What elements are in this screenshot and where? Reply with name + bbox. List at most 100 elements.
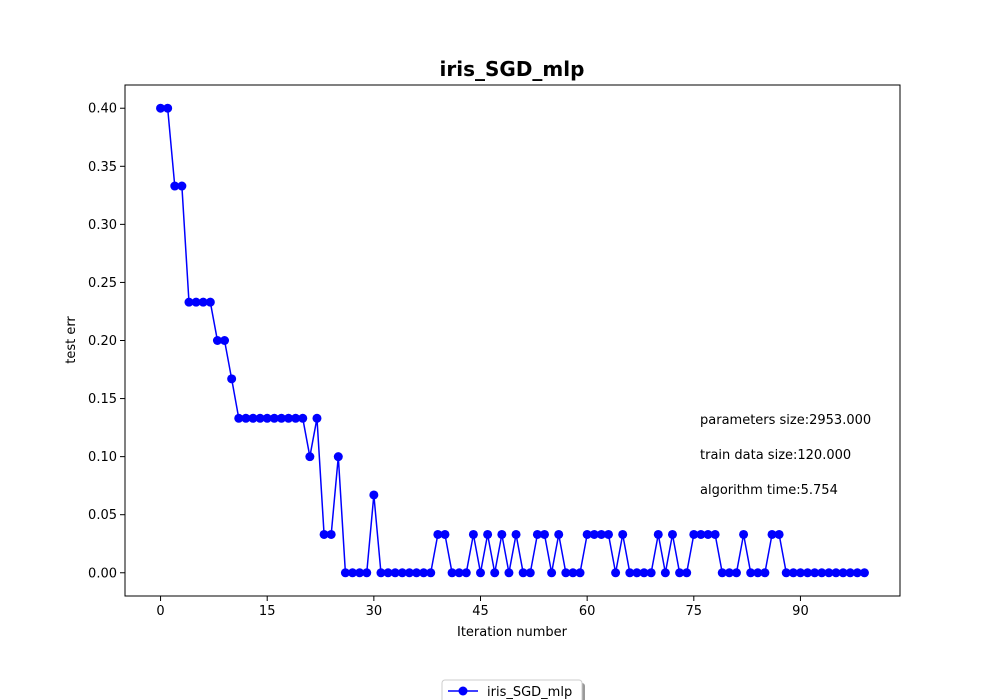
data-point — [532, 529, 542, 539]
data-point — [461, 568, 471, 578]
data-point — [326, 529, 336, 539]
data-point — [262, 413, 272, 423]
data-point — [497, 529, 507, 539]
y-tick-label: 0.25 — [88, 276, 117, 291]
data-point — [845, 568, 855, 578]
data-point — [838, 568, 848, 578]
data-point — [319, 529, 329, 539]
x-axis-label: Iteration number — [457, 625, 568, 640]
data-point — [333, 452, 343, 462]
data-point — [603, 529, 613, 539]
data-point — [625, 568, 635, 578]
data-point — [667, 529, 677, 539]
data-point — [170, 181, 180, 191]
data-point — [212, 336, 222, 345]
x-axis: 0 15 30 45 60 75 90 — [156, 596, 809, 619]
x-tick-label: 0 — [156, 604, 164, 619]
data-point — [298, 413, 308, 423]
legend-marker — [458, 686, 468, 696]
data-point — [412, 568, 422, 578]
data-point — [276, 413, 286, 423]
data-point — [646, 568, 656, 578]
chart-title: iris_SGD_mlp — [440, 57, 585, 81]
data-point — [653, 529, 663, 539]
data-point — [803, 568, 813, 578]
data-point — [618, 529, 628, 539]
legend: iris_SGD_mlp — [441, 679, 585, 700]
data-point — [632, 568, 642, 578]
data-point — [205, 297, 215, 307]
data-point — [156, 103, 166, 113]
data-point — [504, 568, 514, 578]
data-point — [483, 529, 493, 539]
y-axis: 0.00 0.05 0.10 0.15 0.20 0.25 0.30 0.35 0.40 — [88, 102, 125, 581]
data-point — [348, 568, 358, 578]
data-point — [575, 568, 585, 578]
data-point — [220, 336, 230, 345]
data-point — [817, 568, 827, 578]
data-point — [369, 490, 379, 500]
plot-area: 0 15 30 45 60 75 90 0.000.050.100.150.200.250.… — [88, 84, 901, 619]
x-tick-label: 90 — [792, 604, 809, 619]
data-point — [639, 568, 649, 578]
data-point — [810, 568, 820, 578]
data-point — [554, 529, 564, 539]
data-point — [731, 568, 741, 578]
data-point — [589, 529, 599, 539]
data-point — [476, 568, 486, 578]
data-point — [596, 529, 606, 539]
y-tick-label: 0.05 — [88, 508, 117, 523]
y-tick-label: 0.15 — [88, 392, 117, 407]
x-tick-label: 75 — [686, 604, 703, 619]
data-point — [611, 568, 621, 578]
data-point — [753, 568, 763, 578]
data-point — [682, 568, 692, 578]
data-point — [518, 568, 528, 578]
data-point — [582, 529, 592, 539]
data-point — [739, 529, 749, 539]
data-point — [781, 568, 791, 578]
data-point — [234, 413, 244, 423]
y-tick-label: 0.30 — [88, 218, 117, 233]
series-line — [160, 107, 865, 574]
data-point — [710, 529, 720, 539]
data-point — [447, 568, 457, 578]
data-point — [767, 529, 777, 539]
data-point — [703, 529, 713, 539]
data-point — [355, 568, 365, 578]
data-point — [468, 529, 478, 539]
data-point — [163, 103, 173, 113]
y-tick-label: 0.10 — [88, 450, 117, 465]
data-point — [419, 568, 429, 578]
data-point — [746, 568, 756, 578]
y-tick-label: 0.40 — [88, 102, 117, 117]
legend-label: iris_SGD_mlp — [487, 685, 572, 700]
y-tick-label: 0.00 — [88, 566, 117, 581]
data-point — [241, 413, 251, 423]
annotation-parameters-size: parameters size:2953.000 — [700, 413, 871, 428]
data-point — [717, 568, 727, 578]
series-layer — [156, 103, 869, 578]
data-point — [362, 568, 372, 578]
annotation-algorithm-time: algorithm time:5.754 — [700, 483, 838, 498]
data-point — [440, 529, 450, 539]
data-point — [426, 568, 436, 578]
data-point — [547, 568, 557, 578]
data-point — [340, 568, 350, 578]
data-point — [760, 568, 770, 578]
data-point — [255, 413, 265, 423]
x-tick-label: 60 — [579, 604, 596, 619]
legend-box — [441, 679, 583, 700]
data-point — [454, 568, 464, 578]
data-point — [198, 297, 208, 307]
data-point — [383, 568, 393, 578]
data-point — [404, 568, 414, 578]
data-point — [184, 297, 194, 307]
data-point — [689, 529, 699, 539]
y-axis-label: test err — [64, 316, 79, 364]
data-point — [831, 568, 841, 578]
data-point — [227, 374, 237, 384]
data-point — [774, 529, 784, 539]
data-point — [390, 568, 400, 578]
